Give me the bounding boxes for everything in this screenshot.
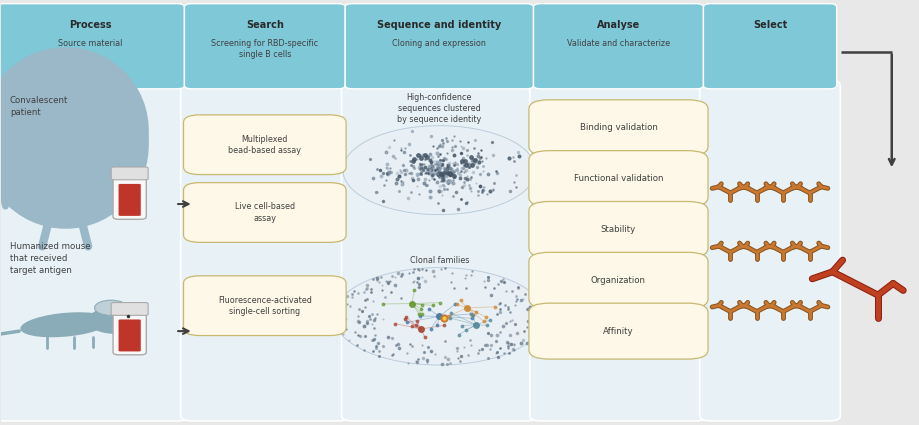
Text: Stability: Stability	[600, 225, 635, 234]
FancyBboxPatch shape	[119, 184, 141, 216]
FancyBboxPatch shape	[699, 80, 839, 421]
Text: Humanized mouse
that received
target antigen: Humanized mouse that received target ant…	[10, 242, 90, 275]
Text: Search: Search	[245, 20, 283, 30]
Text: Affinity: Affinity	[603, 326, 633, 336]
FancyBboxPatch shape	[183, 115, 346, 175]
Text: Fluorescence-activated
single-cell sorting: Fluorescence-activated single-cell sorti…	[218, 296, 312, 316]
Text: Organization: Organization	[590, 276, 645, 285]
FancyBboxPatch shape	[0, 80, 187, 421]
Text: Binding validation: Binding validation	[579, 123, 657, 132]
FancyBboxPatch shape	[119, 320, 141, 351]
FancyBboxPatch shape	[345, 4, 533, 89]
FancyBboxPatch shape	[111, 167, 148, 180]
FancyBboxPatch shape	[0, 4, 184, 89]
Text: Functional validation: Functional validation	[573, 174, 663, 183]
Text: Screening for RBD-specific
single B cells: Screening for RBD-specific single B cell…	[211, 39, 318, 59]
FancyBboxPatch shape	[184, 4, 345, 89]
Polygon shape	[10, 145, 120, 210]
Text: Source material: Source material	[58, 39, 122, 48]
FancyBboxPatch shape	[528, 201, 708, 258]
Text: Select: Select	[752, 20, 787, 30]
Text: Analyse: Analyse	[596, 20, 640, 30]
Circle shape	[95, 300, 128, 315]
FancyBboxPatch shape	[529, 80, 707, 421]
FancyBboxPatch shape	[180, 80, 348, 421]
Circle shape	[334, 268, 544, 365]
FancyBboxPatch shape	[528, 252, 708, 308]
Text: Live cell-based
assay: Live cell-based assay	[234, 202, 294, 223]
FancyBboxPatch shape	[183, 183, 346, 242]
FancyBboxPatch shape	[528, 100, 708, 156]
FancyBboxPatch shape	[341, 80, 537, 421]
Text: Convalescent
patient: Convalescent patient	[10, 96, 68, 117]
Text: Multiplexed
bead-based assay: Multiplexed bead-based assay	[228, 135, 301, 155]
Text: Sequence and identity: Sequence and identity	[377, 20, 501, 30]
FancyBboxPatch shape	[113, 167, 146, 219]
Circle shape	[88, 308, 143, 333]
FancyBboxPatch shape	[528, 150, 708, 207]
FancyBboxPatch shape	[703, 4, 835, 89]
FancyBboxPatch shape	[113, 303, 146, 355]
Text: Clonal families: Clonal families	[409, 256, 469, 266]
FancyBboxPatch shape	[111, 303, 148, 315]
Text: Validate and characterize: Validate and characterize	[566, 39, 669, 48]
FancyBboxPatch shape	[533, 4, 703, 89]
Circle shape	[343, 126, 535, 215]
Circle shape	[40, 105, 91, 129]
FancyBboxPatch shape	[183, 276, 346, 336]
Text: Process: Process	[69, 20, 111, 30]
Text: Cloning and expression: Cloning and expression	[392, 39, 486, 48]
Ellipse shape	[20, 312, 110, 337]
Text: High-confidence
sequences clustered
by sequence identity: High-confidence sequences clustered by s…	[397, 93, 481, 124]
FancyBboxPatch shape	[528, 303, 708, 359]
